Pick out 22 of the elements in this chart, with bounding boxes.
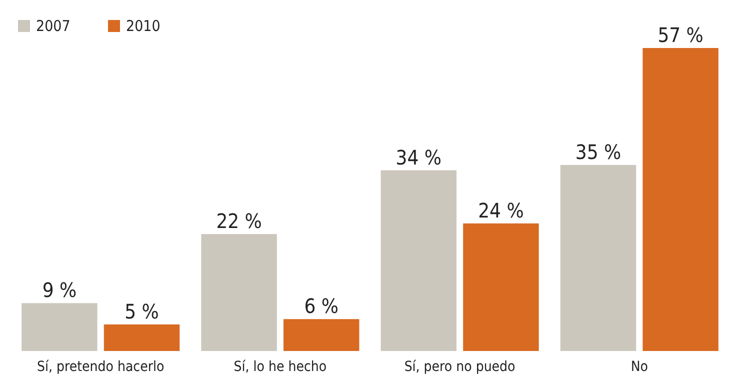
x-tick-label: Sí, pero no puedo [404, 359, 516, 375]
data-label: 9 % [42, 278, 77, 302]
data-label: 57 % [658, 23, 704, 47]
data-label: 5 % [124, 299, 159, 324]
legend-label: 2010 [126, 17, 160, 35]
x-tick-label: Sí, lo he hecho [234, 359, 327, 375]
data-label: 24 % [478, 198, 524, 222]
data-label: 35 % [575, 140, 622, 164]
data-label: 6 % [304, 294, 338, 318]
data-label: 22 % [216, 209, 262, 234]
bar [642, 48, 718, 351]
bar [463, 223, 539, 351]
bar [104, 324, 180, 351]
legend-label: 2007 [36, 17, 70, 35]
bar [283, 319, 360, 351]
x-tick-label: No [630, 359, 648, 375]
x-tick-label: Sí, pretendo hacerlo [36, 359, 165, 375]
bar [560, 164, 636, 351]
data-label: 34 % [396, 145, 442, 170]
bar [201, 234, 277, 351]
bar [380, 170, 457, 351]
bar [22, 303, 98, 351]
